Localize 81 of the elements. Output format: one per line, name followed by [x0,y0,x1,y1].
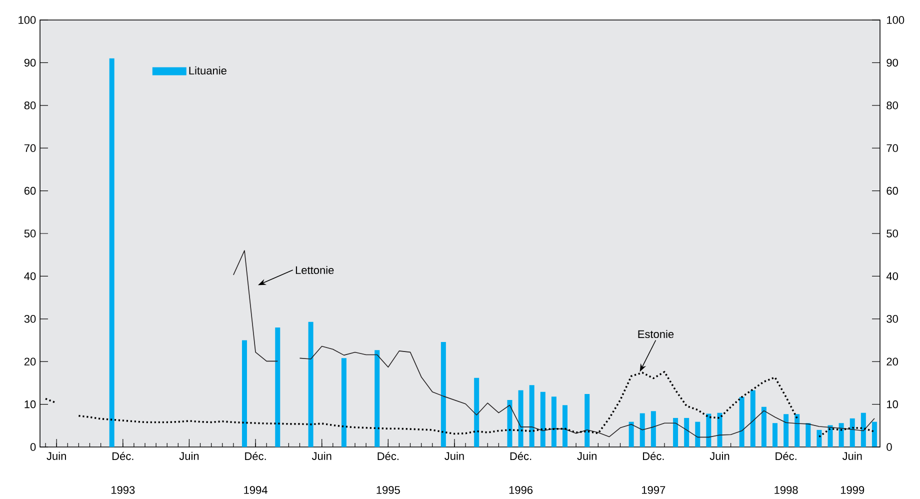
text: 1993 [111,486,135,494]
y-tick-label: 70 [886,144,898,152]
y-tick-label: 50 [886,230,898,238]
bar [695,422,700,447]
bar [717,412,722,447]
text: 1994 [244,486,268,494]
text: 1995 [376,486,400,494]
y2-tick-label: 30 [24,315,36,323]
bar [673,418,678,447]
x-tick-label: Juin [710,452,730,460]
bar [374,350,380,447]
x-tick-label: Déc. [776,452,796,460]
bar [242,340,247,447]
y-tick-label: 80 [886,102,898,110]
y-tick-label: 0 [886,443,892,451]
bar [562,405,568,447]
x-tick-label: Déc. [510,452,532,460]
bar [440,342,446,447]
bar [650,411,656,447]
bar [784,414,789,447]
x-tick-label: Juin [577,452,596,460]
legend-label: Lituanie [189,66,226,75]
bar [308,322,314,447]
bar [850,418,855,447]
bar [872,422,877,447]
bar [806,423,811,447]
x-tick-label: Déc. [643,452,664,460]
y-tick-label: 100 [887,16,904,24]
x-tick-label: Juin [46,452,66,460]
text: 1999 [840,486,864,494]
text: 1997 [642,486,666,494]
y-tick-label: 40 [886,272,898,280]
y2-tick-label: 50 [24,230,36,238]
bar [341,358,346,447]
x-tick-label: Juin [179,452,199,460]
y2-tick-label: 0 [30,443,36,451]
bar [640,413,645,447]
y-tick-label: 10 [887,400,898,408]
bar [518,390,524,447]
y2-tick-label: 80 [24,102,36,110]
bar [628,422,634,447]
y2-tick-label: 20 [24,358,36,366]
bar [275,327,280,447]
text: 1998 [774,486,798,494]
text: 1996 [509,486,533,494]
bar [838,423,844,447]
y2-tick-label: 10 [24,400,36,408]
y2-tick-label: 90 [24,58,36,67]
bar [109,58,114,447]
x-tick-label: Juin [312,452,332,460]
bar [706,414,712,447]
y-tick-label: 60 [886,186,898,195]
bar [584,394,590,447]
bar [860,412,866,447]
y-tick-label: 20 [886,358,898,366]
bar [474,378,480,447]
bar [794,414,800,447]
annotation: Lettonie [296,266,334,274]
x-tick-label: Juin [444,452,464,460]
bar [739,397,744,447]
y2-tick-label: 100 [18,16,36,24]
x-tick-label: Déc. [378,452,398,460]
bar [529,385,534,447]
bar [828,425,833,447]
annotation: Estonie [638,330,674,338]
y-tick-label: 30 [886,315,898,323]
x-tick-label: Déc. [112,452,134,460]
x-tick-label: Juin [842,452,862,460]
bar [684,418,690,447]
bar [772,423,778,447]
bar [551,396,556,447]
y2-tick-label: 60 [24,186,36,195]
bar [750,390,756,447]
bar [540,392,546,447]
bar [816,430,822,447]
y-tick-label: 90 [886,58,898,67]
y2-tick-label: 70 [24,144,36,152]
bar [761,406,766,447]
y2-tick-label: 40 [24,272,36,280]
bar [507,400,512,447]
x-tick-label: Déc. [245,452,266,460]
